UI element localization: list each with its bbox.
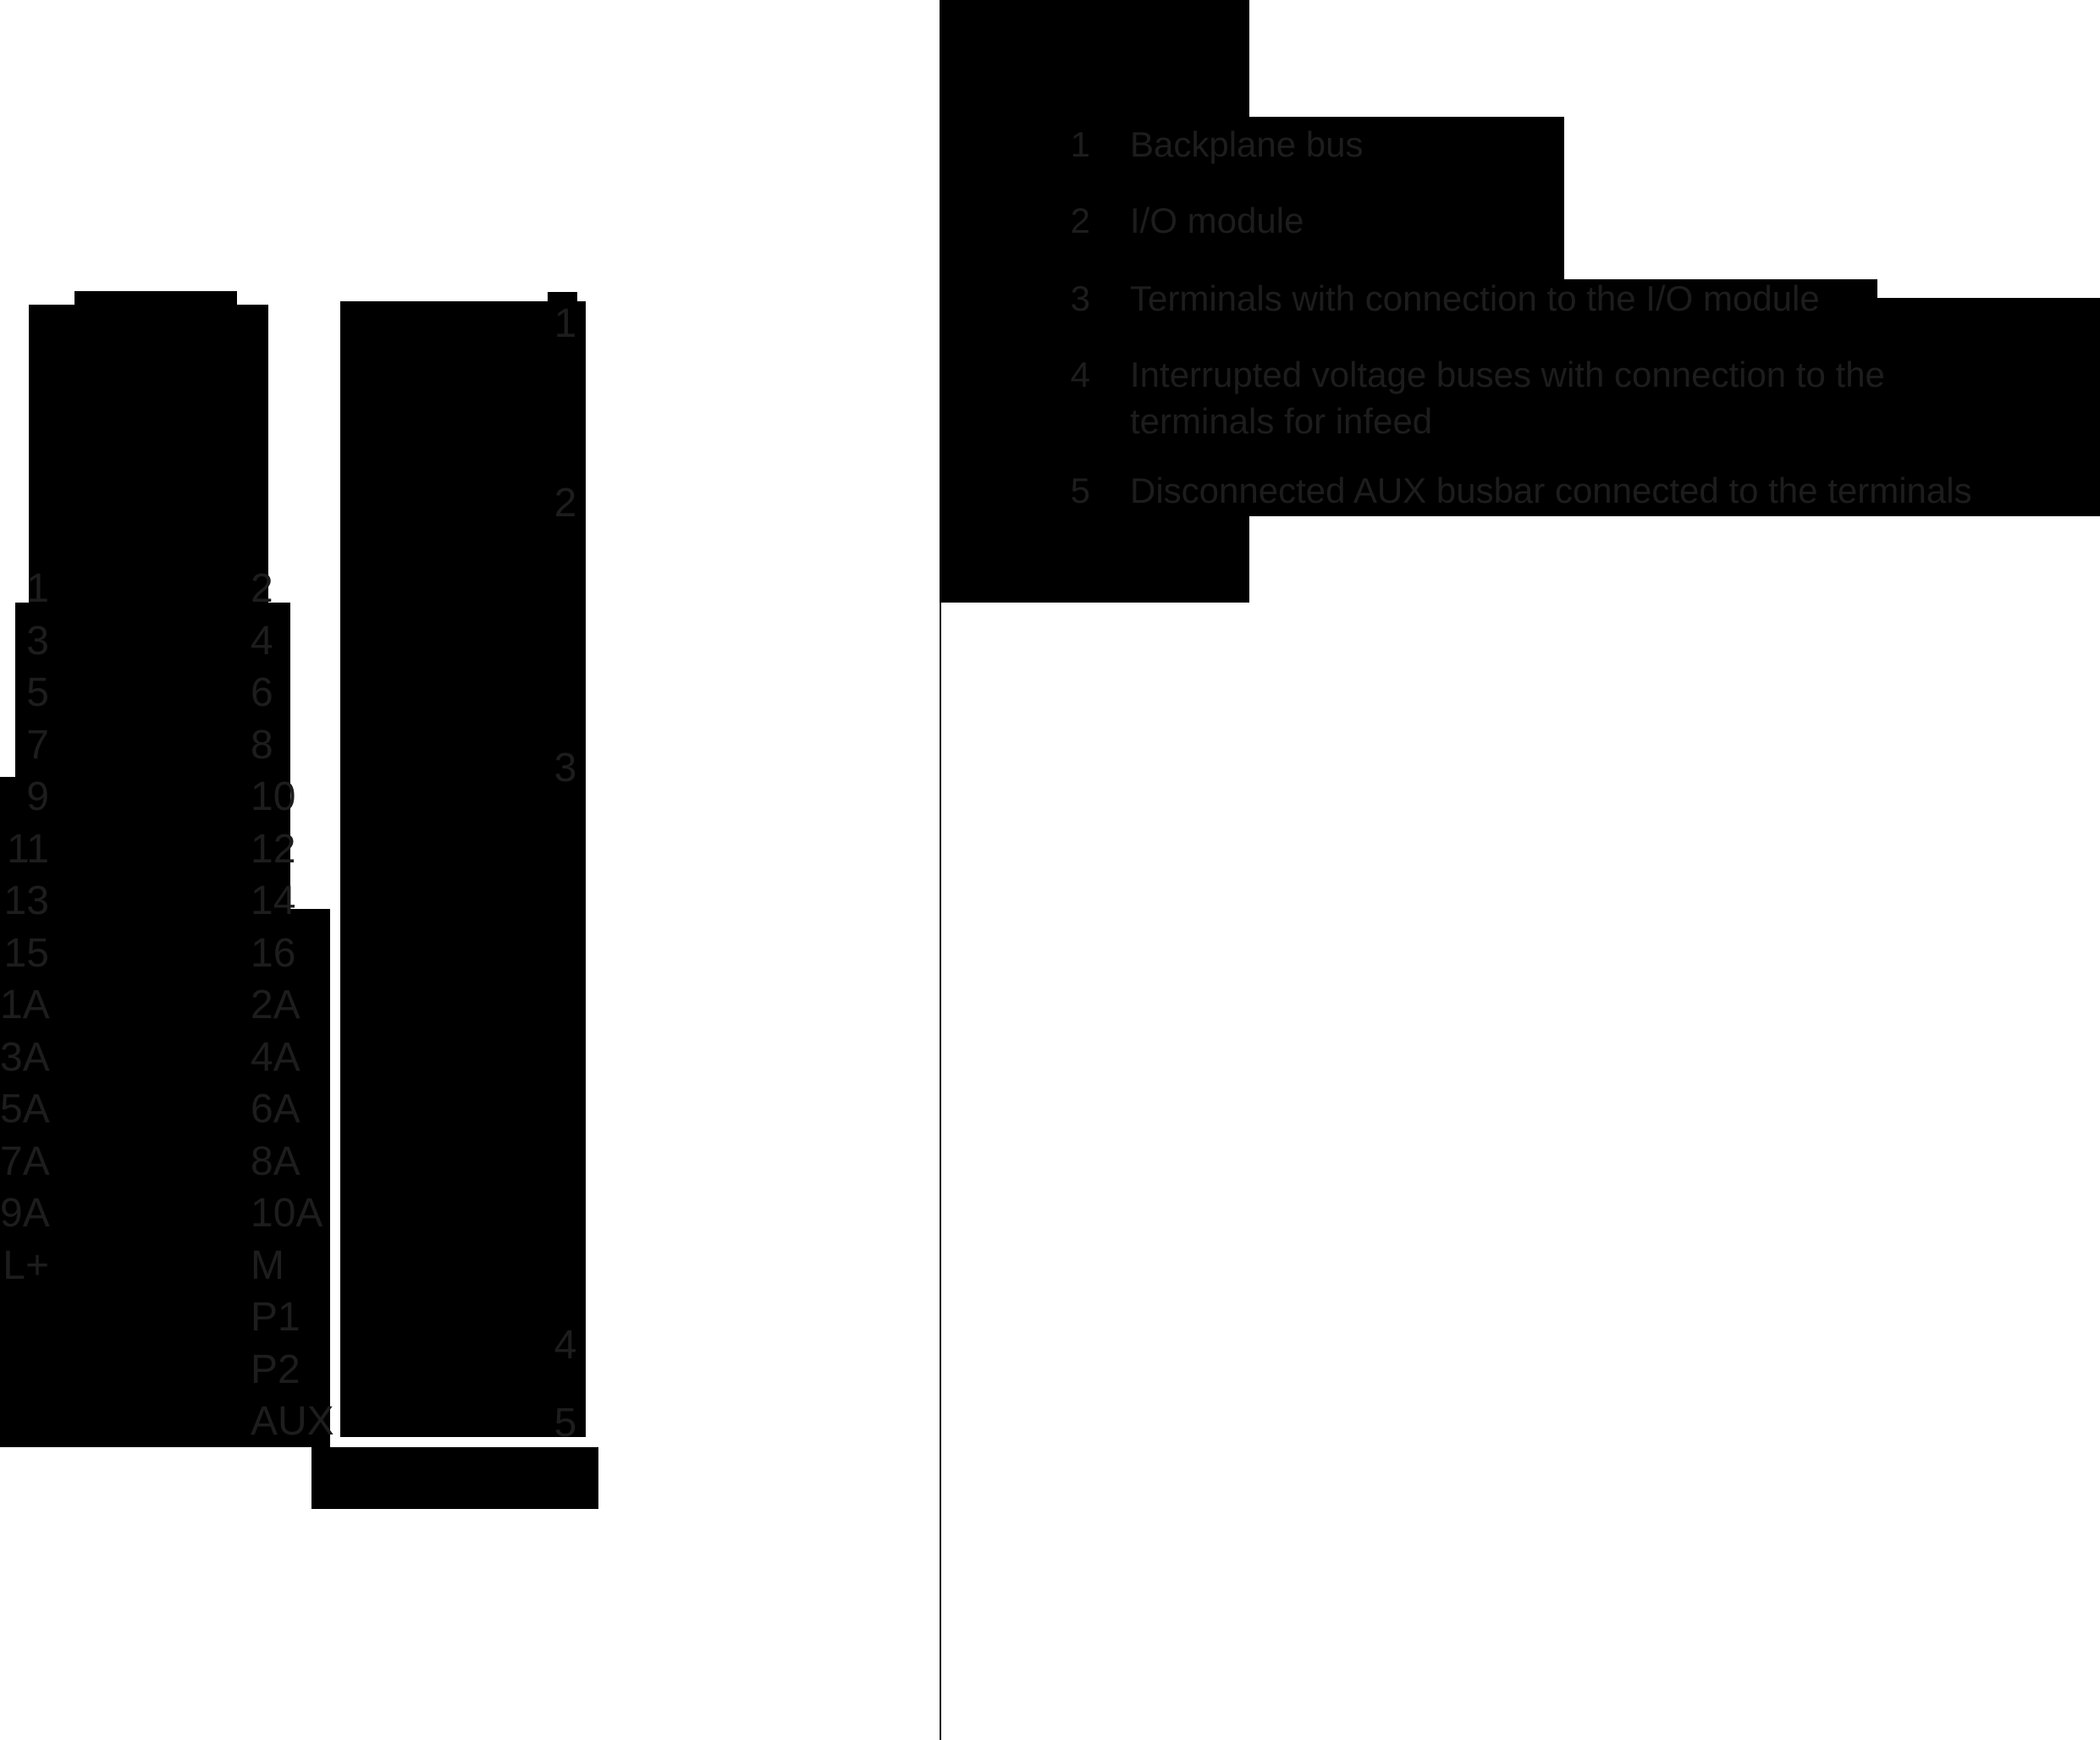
- terminal-label-left: 7: [26, 723, 49, 768]
- side-view-body: [340, 301, 586, 1437]
- legend-item-label: Backplane bus: [1130, 124, 1364, 164]
- legend-item-label-line2: terminals for infeed: [1130, 401, 1433, 441]
- legend-block-step-3: [1249, 298, 2100, 516]
- legend-block-step-1: [1249, 117, 1564, 279]
- terminal-label-left: 1A: [0, 983, 50, 1027]
- callout-number-2: 2: [554, 481, 577, 526]
- terminal-label-right: 8: [251, 723, 273, 768]
- terminal-label-right: AUX: [251, 1399, 334, 1444]
- terminal-label-left: 3: [26, 619, 49, 664]
- legend-item-number: 1: [1070, 124, 1090, 164]
- terminal-label-right: 16: [251, 931, 296, 976]
- terminal-label-left: 13: [3, 878, 49, 923]
- terminal-label-right: 8A: [251, 1139, 300, 1184]
- terminal-label-left: 3A: [0, 1035, 50, 1080]
- terminal-block-lower: [0, 777, 290, 1447]
- module-top-tab: [74, 291, 237, 305]
- legend-item-number: 4: [1070, 355, 1090, 394]
- callout-number-1: 1: [554, 301, 577, 346]
- terminal-label-right: P2: [251, 1347, 300, 1392]
- terminal-label-left: 7A: [0, 1139, 50, 1184]
- legend-item-number: 5: [1070, 471, 1090, 510]
- terminal-label-right: 4: [251, 619, 273, 664]
- callout-number-3: 3: [554, 746, 577, 790]
- terminal-label-right: 4A: [251, 1035, 300, 1080]
- legend-item-label: Terminals with connection to the I/O mod…: [1130, 278, 1820, 318]
- terminal-label-left: 5A: [0, 1087, 50, 1132]
- terminal-label-right: M: [251, 1243, 284, 1288]
- terminal-label-right: 14: [251, 878, 296, 923]
- legend-block-column: [940, 0, 1249, 603]
- terminal-label-left: 9: [26, 774, 49, 819]
- terminal-label-left: 15: [3, 931, 49, 976]
- legend-item-number: 2: [1070, 201, 1090, 240]
- terminal-label-right: P1: [251, 1295, 300, 1340]
- terminal-label-left: 5: [26, 670, 49, 715]
- legend-block-step-2: [1249, 279, 1877, 298]
- terminal-label-right: 6A: [251, 1087, 300, 1132]
- terminal-label-right: 6: [251, 670, 273, 715]
- terminal-label-right: 2A: [251, 983, 300, 1027]
- side-view-top-tab: [548, 292, 577, 301]
- terminal-label-left: 9A: [0, 1191, 50, 1236]
- terminal-label-left: 11: [7, 827, 49, 872]
- legend-item-number: 3: [1070, 278, 1090, 318]
- legend-item-label: Disconnected AUX busbar connected to the…: [1130, 471, 1972, 510]
- legend-item-label: I/O module: [1130, 201, 1304, 240]
- terminal-label-right: 10: [251, 774, 296, 819]
- terminal-block-mid-strip: [290, 909, 330, 1447]
- legend-item-label: Interrupted voltage buses with connectio…: [1130, 355, 1885, 394]
- terminal-label-left: L+: [3, 1243, 49, 1288]
- callout-number-4: 4: [554, 1323, 577, 1368]
- terminal-label-right: 10A: [251, 1191, 323, 1236]
- terminal-label-right: 12: [251, 827, 296, 872]
- side-view-foot: [311, 1447, 598, 1509]
- io-module-body: [29, 305, 268, 603]
- callout-number-5: 5: [554, 1401, 577, 1445]
- terminal-label-right: 2: [251, 566, 273, 611]
- terminal-block-upper: [15, 603, 290, 777]
- page-divider-rule: [940, 603, 941, 1740]
- terminal-label-left: 1: [26, 566, 49, 611]
